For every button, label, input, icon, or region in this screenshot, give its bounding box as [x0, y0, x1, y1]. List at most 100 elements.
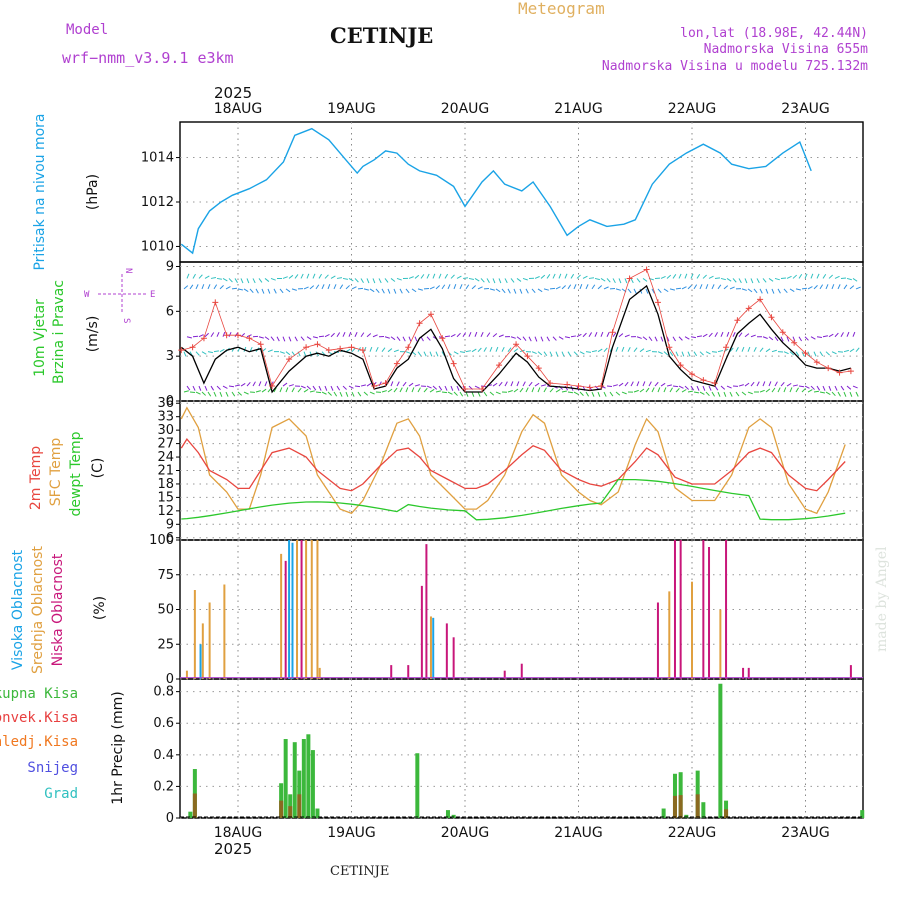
wind-arrow-icon	[306, 273, 310, 279]
wind-arrow-icon	[717, 350, 723, 353]
wind-arrow-icon	[714, 332, 718, 337]
wind-arrow-icon	[759, 389, 765, 393]
wind-arrow-icon	[672, 385, 679, 388]
wind-arrow-icon	[588, 332, 592, 337]
wind-arrow-icon	[765, 288, 769, 294]
wind-arrow-icon	[543, 288, 549, 291]
wind-arrow-icon	[519, 387, 524, 393]
wind-arrow-icon	[708, 332, 713, 338]
wind-arrow-icon	[207, 391, 212, 397]
wind-arrow-icon	[753, 288, 758, 294]
wind-gust-marker	[677, 362, 684, 369]
precip-legend-graupel: Grad	[44, 786, 78, 802]
precip-total-bar	[310, 750, 315, 818]
wind-arrow-icon	[558, 336, 564, 340]
wind-arrow-icon	[330, 385, 334, 391]
wind-arrow-icon	[213, 391, 217, 397]
wind-arrow-icon	[471, 348, 477, 353]
y-tick-label: 24	[157, 450, 174, 465]
y-tick-label: 6	[166, 531, 174, 546]
wind-arrow-icon	[198, 274, 203, 279]
wind-gust-marker	[439, 335, 446, 342]
wind-arrow-icon	[219, 391, 223, 397]
wind-arrow-icon	[633, 288, 637, 294]
wind-arrow-icon	[657, 387, 661, 393]
wind-arrow-icon	[762, 278, 767, 283]
wind-arrow-icon	[345, 391, 349, 397]
wind-gust-marker	[382, 380, 389, 387]
wind-arrow-icon	[348, 385, 354, 389]
wind-arrow-icon	[705, 351, 711, 355]
wind-arrow-icon	[483, 391, 488, 397]
wind-arrow-icon	[579, 391, 584, 396]
wind-arrow-icon	[264, 278, 270, 282]
wind-arrow-icon	[747, 346, 751, 352]
wind-arrow-icon	[786, 382, 792, 387]
wind-arrow-icon	[789, 387, 793, 393]
wind-arrow-icon	[186, 273, 190, 279]
wind-gust-marker	[666, 344, 673, 351]
wind-arrow-icon	[246, 278, 250, 284]
wind-arrow-icon	[549, 287, 556, 290]
wind-arrow-icon	[369, 346, 373, 352]
wind-arrow-icon	[711, 351, 718, 353]
wind-arrow-icon	[543, 351, 548, 357]
wind-arrow-icon	[309, 390, 315, 393]
wind-arrow-icon	[327, 391, 332, 396]
wind-arrow-icon	[342, 331, 346, 337]
wind-arrow-icon	[747, 391, 753, 395]
wind-arrow-icon	[285, 387, 289, 393]
wind-arrow-icon	[381, 390, 387, 393]
wind-arrow-icon	[354, 331, 358, 337]
wind-arrow-icon	[270, 277, 276, 281]
station-title: CETINJE	[330, 23, 433, 48]
wind-arrow-icon	[708, 385, 712, 391]
wind-arrow-icon	[456, 332, 461, 338]
wind-arrow-icon	[771, 349, 777, 353]
y-tick-label: 0.6	[153, 716, 174, 731]
sfc-temp-line	[180, 406, 846, 515]
wind-arrow-icon	[702, 333, 708, 338]
wind-arrow-icon	[342, 385, 347, 390]
wind-arrow-icon	[663, 351, 669, 356]
wind-arrow-icon	[846, 385, 852, 390]
wind-arrow-icon	[357, 287, 364, 290]
wind-arrow-icon	[474, 385, 480, 389]
wind-arrow-icon	[480, 278, 485, 283]
wind-arrow-icon	[786, 275, 792, 279]
wind-arrow-icon	[213, 284, 218, 290]
wind-arrow-icon	[696, 335, 703, 338]
wind-arrow-icon	[462, 277, 469, 279]
wind-arrow-icon	[567, 391, 574, 394]
cloud-ylabel: (%)	[92, 596, 108, 620]
wind-arrow-icon	[600, 278, 606, 282]
wind-arrow-icon	[282, 336, 286, 342]
wind-arrow-icon	[633, 347, 638, 352]
wind-arrow-icon	[189, 284, 194, 290]
y-tick-label: 6	[166, 304, 174, 319]
wind-arrow-icon	[402, 381, 407, 387]
wind-arrow-icon	[846, 277, 852, 281]
y-tick-label: 0.2	[153, 779, 174, 794]
precip-total-bar	[306, 734, 311, 818]
wind-arrow-icon	[432, 273, 436, 279]
wind-arrow-icon	[486, 332, 491, 338]
wind-arrow-icon	[777, 387, 781, 393]
wind-arrow-icon	[696, 385, 700, 391]
wind-arrow-icon	[495, 391, 501, 395]
wind-arrow-icon	[429, 388, 435, 393]
wind-arrow-icon	[504, 278, 508, 284]
wind-arrow-icon	[294, 274, 299, 279]
wind-arrow-icon	[366, 333, 372, 338]
wind-arrow-icon	[855, 347, 860, 352]
wind-arrow-icon	[786, 336, 790, 342]
wind-gust-marker	[802, 350, 809, 357]
precip-total-bar	[451, 814, 456, 818]
wind-arrow-icon	[258, 336, 264, 339]
wind-arrow-icon	[663, 288, 669, 293]
wind-arrow-icon	[666, 384, 672, 387]
wind-arrow-icon	[843, 349, 849, 353]
wind-arrow-icon	[828, 274, 834, 279]
wind-arrow-icon	[798, 385, 805, 388]
wind-arrow-icon	[345, 285, 350, 290]
